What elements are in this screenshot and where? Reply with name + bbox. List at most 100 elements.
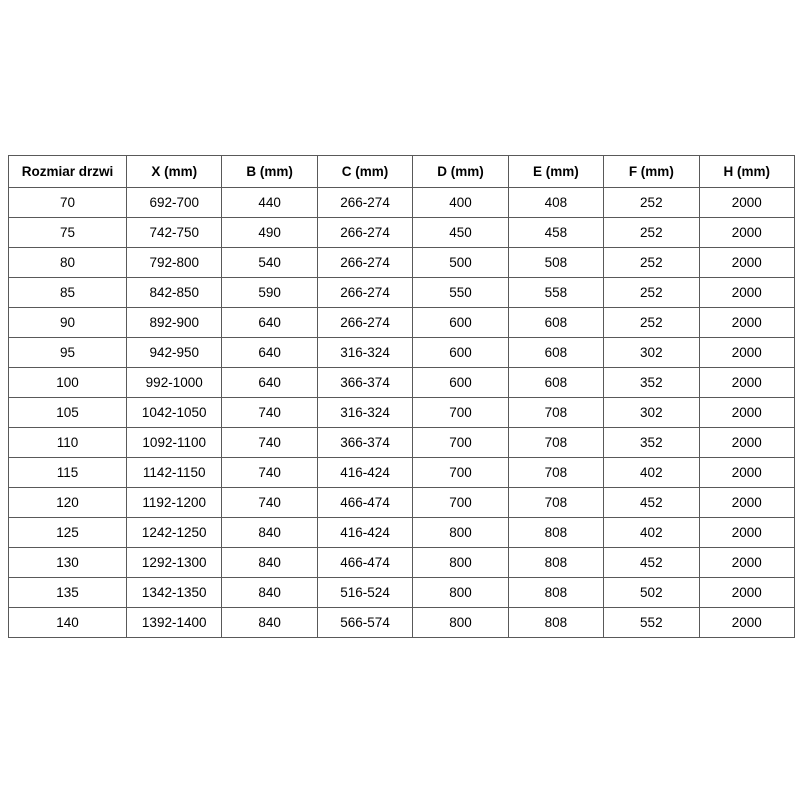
table-cell: 892-900 (125, 307, 223, 338)
table-cell: 540 (221, 247, 318, 278)
table-cell: 2000 (698, 577, 796, 608)
table-cell: 942-950 (125, 337, 223, 368)
table-cell: 502 (603, 577, 700, 608)
table-cell: 135 (8, 577, 127, 608)
table-cell: 366-374 (316, 427, 414, 458)
table-cell: 2000 (698, 397, 796, 428)
table-cell: 2000 (698, 277, 796, 308)
table-cell: 252 (603, 247, 700, 278)
table-cell: 740 (221, 427, 318, 458)
table-cell: 2000 (698, 307, 796, 338)
table-cell: 552 (603, 607, 700, 638)
door-size-table-container: Rozmiar drzwi X (mm) B (mm) C (mm) D (mm) E (… (8, 155, 796, 638)
table-cell: 252 (603, 187, 700, 218)
table-cell: 266-274 (316, 307, 414, 338)
column-header: F (mm) (603, 155, 700, 188)
table-cell: 708 (507, 487, 605, 518)
table-cell: 740 (221, 457, 318, 488)
table-cell: 808 (507, 517, 605, 548)
table-cell: 80 (8, 247, 127, 278)
table-cell: 105 (8, 397, 127, 428)
column-header: C (mm) (316, 155, 414, 188)
table-cell: 450 (412, 217, 509, 248)
table-row: 120 1192-1200 740 466-474 700 708 452 2000 (8, 487, 796, 518)
table-cell: 1342-1350 (125, 577, 223, 608)
table-cell: 266-274 (316, 277, 414, 308)
table-cell: 840 (221, 547, 318, 578)
table-cell: 458 (507, 217, 605, 248)
table-cell: 70 (8, 187, 127, 218)
table-cell: 90 (8, 307, 127, 338)
table-cell: 740 (221, 487, 318, 518)
table-cell: 252 (603, 307, 700, 338)
table-cell: 800 (412, 577, 509, 608)
table-cell: 266-274 (316, 247, 414, 278)
table-cell: 408 (507, 187, 605, 218)
table-row: 125 1242-1250 840 416-424 800 808 402 2000 (8, 517, 796, 548)
table-cell: 2000 (698, 337, 796, 368)
table-cell: 352 (603, 367, 700, 398)
table-cell: 120 (8, 487, 127, 518)
table-cell: 402 (603, 457, 700, 488)
column-header: E (mm) (507, 155, 605, 188)
table-cell: 452 (603, 547, 700, 578)
table-row: 115 1142-1150 740 416-424 700 708 402 2000 (8, 457, 796, 488)
table-cell: 2000 (698, 547, 796, 578)
table-cell: 400 (412, 187, 509, 218)
table-body: 70 692-700 440 266-274 400 408 252 2000 75 742-75… (8, 187, 796, 638)
table-cell: 608 (507, 367, 605, 398)
table-cell: 708 (507, 427, 605, 458)
table-row: 105 1042-1050 740 316-324 700 708 302 2000 (8, 397, 796, 428)
table-cell: 640 (221, 367, 318, 398)
table-row: 100 992-1000 640 366-374 600 608 352 2000 (8, 367, 796, 398)
table-header: Rozmiar drzwi X (mm) B (mm) C (mm) D (mm) E (… (8, 155, 796, 188)
table-cell: 266-274 (316, 187, 414, 218)
table-cell: 800 (412, 547, 509, 578)
table-cell: 1242-1250 (125, 517, 223, 548)
table-cell: 316-324 (316, 337, 414, 368)
table-cell: 1292-1300 (125, 547, 223, 578)
table-cell: 1392-1400 (125, 607, 223, 638)
table-cell: 466-474 (316, 487, 414, 518)
table-cell: 700 (412, 487, 509, 518)
table-cell: 692-700 (125, 187, 223, 218)
table-cell: 508 (507, 247, 605, 278)
table-cell: 840 (221, 577, 318, 608)
table-row: 140 1392-1400 840 566-574 800 808 552 2000 (8, 607, 796, 638)
table-cell: 700 (412, 457, 509, 488)
table-cell: 1092-1100 (125, 427, 223, 458)
table-cell: 708 (507, 457, 605, 488)
column-header: X (mm) (125, 155, 223, 188)
table-cell: 140 (8, 607, 127, 638)
table-cell: 75 (8, 217, 127, 248)
table-cell: 640 (221, 307, 318, 338)
table-cell: 640 (221, 337, 318, 368)
table-cell: 708 (507, 397, 605, 428)
table-cell: 252 (603, 217, 700, 248)
table-cell: 352 (603, 427, 700, 458)
table-cell: 2000 (698, 247, 796, 278)
table-cell: 808 (507, 607, 605, 638)
table-cell: 840 (221, 607, 318, 638)
table-cell: 700 (412, 427, 509, 458)
table-cell: 1042-1050 (125, 397, 223, 428)
table-cell: 2000 (698, 607, 796, 638)
column-header: B (mm) (221, 155, 318, 188)
table-cell: 2000 (698, 367, 796, 398)
table-row: 110 1092-1100 740 366-374 700 708 352 2000 (8, 427, 796, 458)
table-row: 85 842-850 590 266-274 550 558 252 2000 (8, 277, 796, 308)
table-cell: 115 (8, 457, 127, 488)
table-cell: 992-1000 (125, 367, 223, 398)
table-cell: 608 (507, 307, 605, 338)
table-cell: 416-424 (316, 517, 414, 548)
table-row: 130 1292-1300 840 466-474 800 808 452 2000 (8, 547, 796, 578)
table-cell: 85 (8, 277, 127, 308)
table-cell: 608 (507, 337, 605, 368)
table-cell: 2000 (698, 487, 796, 518)
door-size-table: Rozmiar drzwi X (mm) B (mm) C (mm) D (mm) E (… (8, 155, 796, 638)
table-row: 90 892-900 640 266-274 600 608 252 2000 (8, 307, 796, 338)
table-cell: 792-800 (125, 247, 223, 278)
table-cell: 416-424 (316, 457, 414, 488)
table-cell: 700 (412, 397, 509, 428)
table-cell: 366-374 (316, 367, 414, 398)
